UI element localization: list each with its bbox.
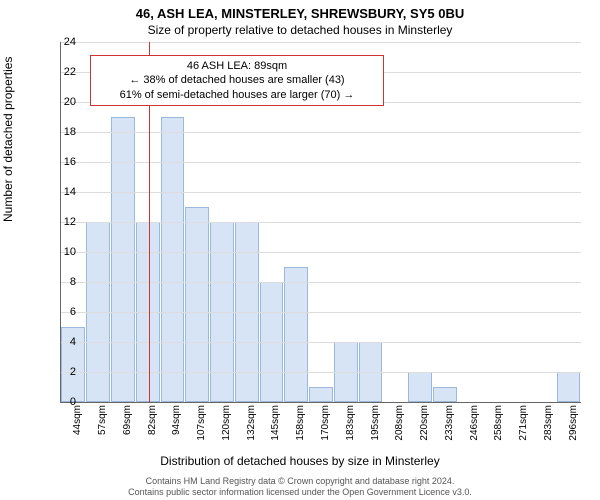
x-tick-label: 233sqm bbox=[444, 405, 455, 455]
x-tick-label: 57sqm bbox=[97, 405, 108, 455]
gridline bbox=[61, 282, 581, 283]
histogram-bar bbox=[111, 117, 135, 402]
x-tick-label: 120sqm bbox=[221, 405, 232, 455]
x-tick-label: 258sqm bbox=[493, 405, 504, 455]
gridline bbox=[61, 162, 581, 163]
gridline bbox=[61, 42, 581, 43]
x-tick-label: 158sqm bbox=[295, 405, 306, 455]
gridline bbox=[61, 252, 581, 253]
y-axis-title: Number of detached properties bbox=[1, 57, 15, 222]
x-tick-label: 208sqm bbox=[394, 405, 405, 455]
y-tick-label: 20 bbox=[46, 96, 76, 108]
histogram-bar bbox=[161, 117, 185, 402]
y-tick-label: 16 bbox=[46, 156, 76, 168]
x-tick-label: 296sqm bbox=[568, 405, 579, 455]
histogram-bar bbox=[309, 387, 333, 402]
y-tick-label: 22 bbox=[46, 66, 76, 78]
x-tick-label: 82sqm bbox=[147, 405, 158, 455]
x-tick-label: 132sqm bbox=[246, 405, 257, 455]
y-tick-label: 4 bbox=[46, 336, 76, 348]
x-tick-label: 220sqm bbox=[419, 405, 430, 455]
annotation-line-3: 61% of semi-detached houses are larger (… bbox=[97, 88, 377, 102]
x-tick-label: 195sqm bbox=[370, 405, 381, 455]
x-tick-label: 69sqm bbox=[122, 405, 133, 455]
y-tick-label: 12 bbox=[46, 216, 76, 228]
x-tick-label: 94sqm bbox=[171, 405, 182, 455]
chart-subtitle: Size of property relative to detached ho… bbox=[0, 23, 600, 37]
footer-attribution: Contains HM Land Registry data © Crown c… bbox=[0, 476, 600, 499]
chart-container: 46, ASH LEA, MINSTERLEY, SHREWSBURY, SY5… bbox=[0, 0, 600, 500]
gridline bbox=[61, 222, 581, 223]
x-tick-label: 44sqm bbox=[72, 405, 83, 455]
x-tick-label: 183sqm bbox=[345, 405, 356, 455]
y-tick-label: 8 bbox=[46, 276, 76, 288]
chart-title: 46, ASH LEA, MINSTERLEY, SHREWSBURY, SY5… bbox=[0, 0, 600, 21]
histogram-bar bbox=[433, 387, 457, 402]
x-tick-label: 271sqm bbox=[518, 405, 529, 455]
gridline bbox=[61, 372, 581, 373]
y-tick-label: 18 bbox=[46, 126, 76, 138]
histogram-bar bbox=[408, 372, 432, 402]
y-tick-label: 24 bbox=[46, 36, 76, 48]
x-axis-title: Distribution of detached houses by size … bbox=[0, 454, 600, 468]
y-tick-label: 14 bbox=[46, 186, 76, 198]
y-tick-label: 2 bbox=[46, 366, 76, 378]
histogram-bar bbox=[557, 372, 581, 402]
annotation-line-2: ← 38% of detached houses are smaller (43… bbox=[97, 73, 377, 87]
footer-line-2: Contains public sector information licen… bbox=[0, 487, 600, 498]
x-tick-label: 145sqm bbox=[270, 405, 281, 455]
annotation-box: 46 ASH LEA: 89sqm ← 38% of detached hous… bbox=[90, 55, 384, 106]
x-tick-label: 283sqm bbox=[543, 405, 554, 455]
x-tick-label: 107sqm bbox=[196, 405, 207, 455]
gridline bbox=[61, 342, 581, 343]
x-tick-label: 246sqm bbox=[469, 405, 480, 455]
x-tick-label: 170sqm bbox=[320, 405, 331, 455]
gridline bbox=[61, 312, 581, 313]
gridline bbox=[61, 192, 581, 193]
histogram-bar bbox=[284, 267, 308, 402]
y-tick-label: 10 bbox=[46, 246, 76, 258]
annotation-line-1: 46 ASH LEA: 89sqm bbox=[97, 59, 377, 73]
footer-line-1: Contains HM Land Registry data © Crown c… bbox=[0, 476, 600, 487]
y-tick-label: 6 bbox=[46, 306, 76, 318]
gridline bbox=[61, 132, 581, 133]
